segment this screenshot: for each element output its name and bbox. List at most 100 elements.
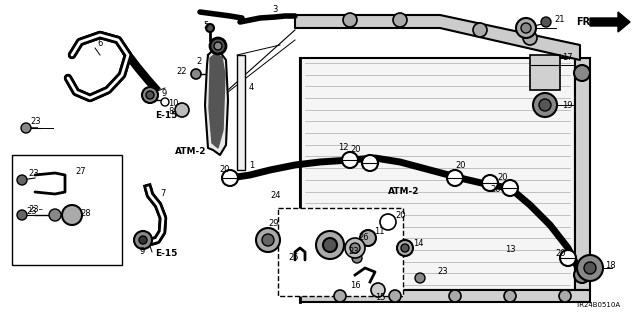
Circle shape [175, 103, 189, 117]
Text: E-15: E-15 [155, 249, 177, 258]
Text: 3: 3 [272, 5, 277, 14]
Circle shape [256, 228, 280, 252]
Text: 16: 16 [350, 281, 360, 290]
Circle shape [350, 243, 360, 253]
Text: 20: 20 [497, 172, 508, 181]
Circle shape [210, 38, 226, 54]
Circle shape [206, 24, 214, 32]
Text: 23–: 23– [28, 205, 43, 214]
Polygon shape [209, 54, 225, 148]
Text: E-15: E-15 [155, 110, 177, 119]
Circle shape [345, 238, 365, 258]
Circle shape [380, 214, 396, 230]
Circle shape [323, 238, 337, 252]
Text: 5: 5 [204, 20, 209, 29]
Text: 21: 21 [554, 15, 564, 25]
Circle shape [577, 255, 603, 281]
Circle shape [352, 253, 362, 263]
Text: 15: 15 [375, 293, 385, 302]
Circle shape [262, 234, 274, 246]
Bar [530, 55, 560, 90]
Text: 23: 23 [348, 247, 358, 257]
Text: 9: 9 [162, 89, 167, 98]
Text: 20: 20 [350, 146, 360, 155]
Circle shape [371, 283, 385, 297]
Circle shape [17, 210, 27, 220]
Circle shape [539, 99, 551, 111]
Text: 4: 4 [249, 84, 254, 92]
Text: 1: 1 [249, 161, 254, 170]
Circle shape [139, 236, 147, 244]
Bar [300, 290, 590, 302]
Circle shape [473, 23, 487, 37]
Text: 20: 20 [395, 211, 406, 220]
Circle shape [49, 209, 61, 221]
Circle shape [389, 290, 401, 302]
Circle shape [161, 98, 169, 106]
Circle shape [343, 13, 357, 27]
Circle shape [142, 87, 158, 103]
Polygon shape [205, 50, 228, 155]
Circle shape [397, 240, 413, 256]
Text: ATM-2: ATM-2 [175, 148, 207, 156]
Circle shape [21, 123, 31, 133]
Text: 11: 11 [374, 228, 385, 236]
Polygon shape [295, 15, 580, 60]
Circle shape [574, 267, 590, 283]
Circle shape [17, 175, 27, 185]
Bar [575, 58, 590, 290]
Circle shape [214, 42, 222, 50]
Circle shape [362, 155, 378, 171]
Text: 9: 9 [140, 247, 145, 257]
Text: 23: 23 [437, 268, 447, 276]
Text: 20: 20 [455, 161, 465, 170]
Circle shape [559, 290, 571, 302]
Bar [278, 208, 403, 296]
Text: 22: 22 [176, 68, 186, 76]
Circle shape [146, 91, 154, 99]
Circle shape [401, 244, 409, 252]
Circle shape [342, 152, 358, 168]
Circle shape [316, 231, 344, 259]
Circle shape [560, 250, 576, 266]
Polygon shape [590, 12, 630, 32]
Text: TR24B0510A: TR24B0510A [575, 302, 620, 308]
Text: 20: 20 [555, 249, 566, 258]
Text: 14: 14 [413, 238, 424, 247]
Circle shape [62, 205, 82, 225]
Circle shape [449, 290, 461, 302]
Circle shape [134, 231, 152, 249]
Circle shape [516, 18, 536, 38]
Text: 24: 24 [270, 191, 280, 201]
Text: 17: 17 [562, 53, 573, 62]
Text: 7: 7 [160, 188, 165, 197]
Circle shape [504, 290, 516, 302]
Circle shape [191, 69, 201, 79]
Text: 10: 10 [168, 99, 179, 108]
Text: 23–: 23– [28, 169, 43, 178]
Text: 8: 8 [168, 108, 173, 116]
Circle shape [584, 262, 596, 274]
Circle shape [222, 170, 238, 186]
Text: 6: 6 [97, 38, 102, 47]
Text: 13: 13 [505, 245, 516, 254]
Circle shape [541, 17, 551, 27]
Text: 27: 27 [75, 167, 86, 177]
Text: 29: 29 [268, 220, 278, 228]
Circle shape [521, 23, 531, 33]
Circle shape [334, 290, 346, 302]
Text: 26: 26 [358, 234, 369, 243]
Text: 2: 2 [196, 58, 201, 67]
Circle shape [447, 170, 463, 186]
Text: 25: 25 [288, 252, 298, 261]
Text: ATM-2: ATM-2 [388, 188, 419, 196]
Circle shape [523, 31, 537, 45]
Text: 19: 19 [562, 101, 573, 110]
Text: 28: 28 [80, 209, 91, 218]
Circle shape [415, 273, 425, 283]
Text: 18: 18 [605, 260, 616, 269]
Text: 23: 23 [26, 207, 36, 217]
Circle shape [360, 230, 376, 246]
Bar [300, 58, 575, 290]
Text: 12: 12 [338, 143, 349, 153]
